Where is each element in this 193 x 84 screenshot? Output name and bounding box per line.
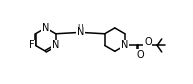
Text: N: N bbox=[42, 23, 49, 33]
Text: F: F bbox=[29, 40, 34, 50]
Text: O: O bbox=[136, 50, 144, 60]
Text: N: N bbox=[52, 40, 59, 50]
Text: N: N bbox=[121, 40, 129, 50]
Text: N: N bbox=[77, 27, 84, 37]
Text: H: H bbox=[77, 24, 83, 33]
Text: O: O bbox=[144, 37, 152, 47]
